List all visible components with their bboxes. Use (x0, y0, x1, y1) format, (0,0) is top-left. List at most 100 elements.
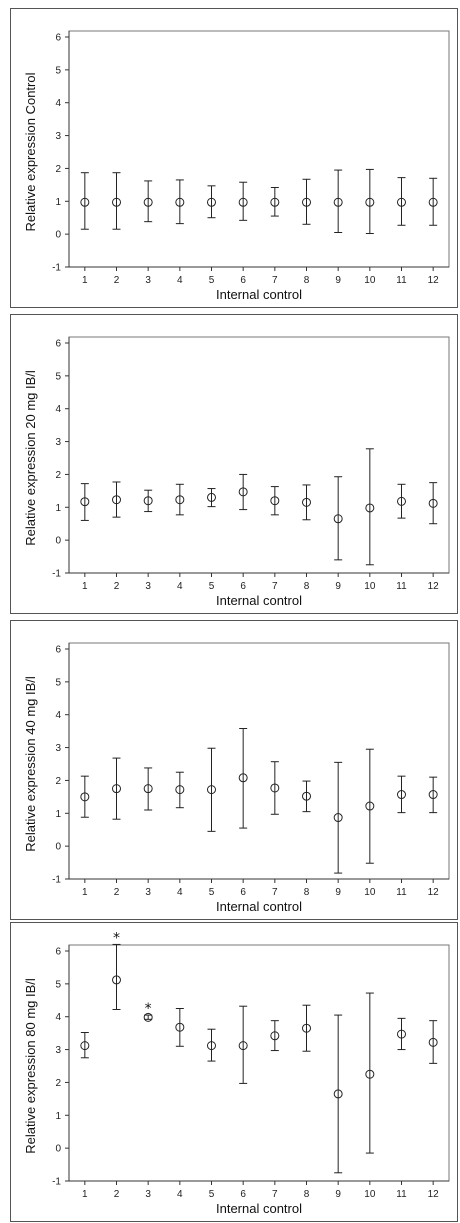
data-point (175, 1022, 185, 1032)
x-tick-label: 2 (114, 1189, 120, 1200)
x-tick-label: 5 (209, 1189, 215, 1200)
y-tick-label: 1 (55, 197, 61, 208)
x-axis-title: Internal control (216, 899, 302, 914)
data-point (175, 197, 185, 207)
data-point (428, 498, 438, 508)
y-tick-label: 2 (55, 1078, 61, 1089)
x-tick-label: 1 (82, 887, 88, 898)
data-point (365, 1069, 375, 1079)
y-tick-label: 4 (55, 710, 61, 721)
x-tick-label: 12 (428, 1189, 440, 1200)
y-tick-label: -1 (52, 263, 61, 274)
x-tick-label: 7 (272, 581, 278, 592)
data-point (397, 790, 406, 800)
plot-frame (68, 642, 450, 880)
x-tick-label: 12 (428, 581, 440, 592)
y-tick-label: 4 (55, 404, 61, 415)
plot-frame (68, 30, 450, 268)
x-tick-label: 4 (177, 1189, 183, 1200)
y-tick-label: 6 (55, 947, 61, 958)
x-axis-title: Internal control (216, 593, 302, 608)
y-axis-title: Relative expression 40 mg IB/l (23, 676, 38, 852)
data-point (365, 197, 375, 207)
x-tick-label: 8 (304, 887, 310, 898)
y-tick-label: 1 (55, 1111, 61, 1122)
x-axis-title: Internal control (216, 287, 302, 302)
data-point (80, 497, 90, 507)
x-tick-label: 7 (272, 887, 278, 898)
x-tick-label: 6 (240, 887, 246, 898)
y-tick-label: 0 (55, 230, 61, 241)
data-point (207, 492, 216, 502)
y-tick-label: 1 (55, 503, 61, 514)
x-tick-label: 6 (240, 1189, 246, 1200)
data-point (207, 197, 216, 207)
x-tick-label: 8 (304, 1189, 310, 1200)
x-tick-label: 3 (145, 581, 151, 592)
chart-panel-20mg: -1 0 1 2 3 4 5 6 1 2 3 4 5 6 7 8 9 10 11 12 Internal control… (10, 314, 458, 614)
chart-panel-control: -1 0 1 2 3 4 5 6 1 2 3 4 5 6 7 8 9 10 11 12 Internal control… (10, 8, 458, 308)
y-tick-label: 4 (55, 1012, 61, 1023)
x-tick-label: 8 (304, 275, 310, 286)
x-tick-label: 4 (177, 581, 183, 592)
data-point (112, 975, 121, 985)
x-tick-label: 9 (335, 887, 341, 898)
data-point (270, 1031, 280, 1041)
data-point (80, 1041, 90, 1051)
data-point (302, 1023, 311, 1033)
data-point (397, 496, 406, 506)
data-point (112, 784, 121, 794)
x-tick-label: 12 (428, 887, 440, 898)
x-tick-label: 9 (335, 275, 341, 286)
data-point (333, 813, 343, 823)
data-point (270, 783, 280, 793)
x-tick-label: 11 (396, 887, 407, 898)
data-point (175, 785, 185, 795)
x-tick-label: 10 (364, 275, 376, 286)
x-tick-label: 9 (335, 581, 341, 592)
chart-panel-80mg: -1 0 1 2 3 4 5 6 1 2 3 4 5 6 7 8 9 10 11 12 Internal control… (10, 922, 458, 1222)
data-point (80, 792, 90, 802)
data-point (428, 1037, 438, 1047)
x-tick-label: 7 (272, 1189, 278, 1200)
y-tick-label: 3 (55, 131, 61, 142)
x-tick-label: 11 (396, 581, 407, 592)
y-tick-label: 3 (55, 743, 61, 754)
data-point (112, 495, 121, 505)
y-tick-label: 5 (55, 371, 61, 382)
data-point (238, 487, 248, 497)
x-tick-label: 4 (177, 275, 183, 286)
plot-frame (68, 336, 450, 574)
y-tick-label: 5 (55, 979, 61, 990)
x-tick-label: 2 (114, 275, 120, 286)
data-point (143, 1012, 153, 1022)
x-tick-label: 7 (272, 275, 278, 286)
x-tick-label: 1 (82, 581, 88, 592)
y-tick-label: 1 (55, 809, 61, 820)
y-tick-label: 2 (55, 470, 61, 481)
data-point (302, 197, 311, 207)
chart-panel-40mg: -1 0 1 2 3 4 5 6 1 2 3 4 5 6 7 8 9 10 11 12 Internal control… (10, 620, 458, 920)
data-point (80, 197, 90, 207)
y-tick-label: 5 (55, 677, 61, 688)
y-tick-label: 2 (55, 776, 61, 787)
y-tick-label: 2 (55, 164, 61, 175)
data-point (302, 791, 311, 801)
y-tick-label: -1 (52, 569, 61, 580)
data-point (333, 514, 343, 524)
x-tick-label: 11 (396, 275, 407, 286)
x-tick-label: 6 (240, 275, 246, 286)
data-point (238, 197, 248, 207)
data-point (333, 1089, 343, 1099)
data-point (397, 1029, 406, 1039)
y-tick-label: 0 (55, 1144, 61, 1155)
data-point (175, 495, 185, 505)
data-point (207, 1041, 216, 1051)
data-point (143, 784, 153, 794)
y-tick-label: 4 (55, 98, 61, 109)
y-tick-label: 3 (55, 437, 61, 448)
x-tick-label: 1 (82, 275, 88, 286)
x-tick-label: 10 (364, 887, 376, 898)
